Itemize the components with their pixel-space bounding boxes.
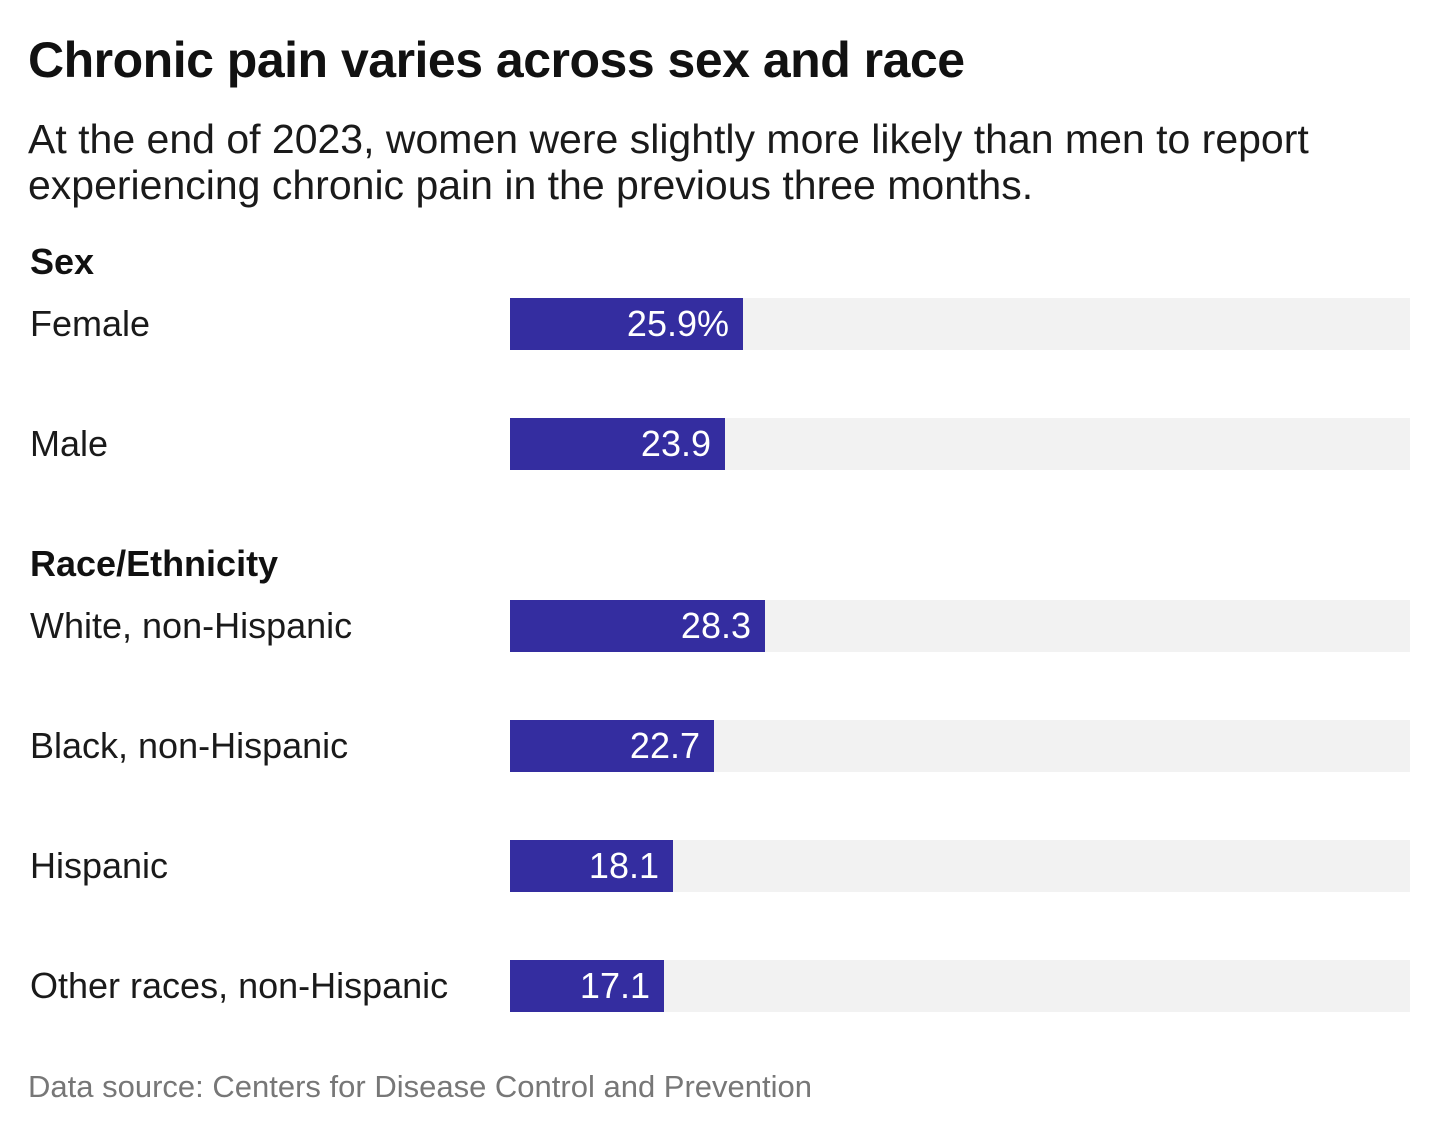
bar bbox=[510, 720, 714, 772]
chart-subtitle: At the end of 2023, women were slightly … bbox=[28, 116, 1309, 208]
bar-track: 18.1 bbox=[510, 840, 1410, 892]
bar-track: 28.3 bbox=[510, 600, 1410, 652]
category-label: White, non-Hispanic bbox=[30, 605, 353, 646]
bar bbox=[510, 840, 673, 892]
category-label: Female bbox=[30, 303, 151, 344]
value-label: 17.1 bbox=[579, 965, 650, 1006]
category-label: Other races, non-Hispanic bbox=[30, 965, 449, 1006]
bar bbox=[510, 418, 725, 470]
bar-track: 22.7 bbox=[510, 720, 1410, 772]
value-label: 28.3 bbox=[680, 605, 751, 646]
category-label: Hispanic bbox=[30, 845, 169, 886]
bar bbox=[510, 298, 743, 350]
category-label: Black, non-Hispanic bbox=[30, 725, 349, 766]
value-label: 18.1 bbox=[588, 845, 659, 886]
bar-track: 25.9% bbox=[510, 298, 1410, 350]
chart-title: Chronic pain varies across sex and race bbox=[28, 32, 965, 88]
group-label: Sex bbox=[30, 241, 95, 282]
value-label: 22.7 bbox=[629, 725, 700, 766]
bar bbox=[510, 600, 765, 652]
category-label: Male bbox=[30, 423, 109, 464]
bar-track: 23.9 bbox=[510, 418, 1410, 470]
group-label: Race/Ethnicity bbox=[30, 543, 279, 584]
value-label: 23.9 bbox=[640, 423, 711, 464]
data-source: Data source: Centers for Disease Control… bbox=[28, 1069, 813, 1104]
value-label: 25.9% bbox=[626, 303, 729, 344]
bar-track: 17.1 bbox=[510, 960, 1410, 1012]
bar bbox=[510, 960, 664, 1012]
